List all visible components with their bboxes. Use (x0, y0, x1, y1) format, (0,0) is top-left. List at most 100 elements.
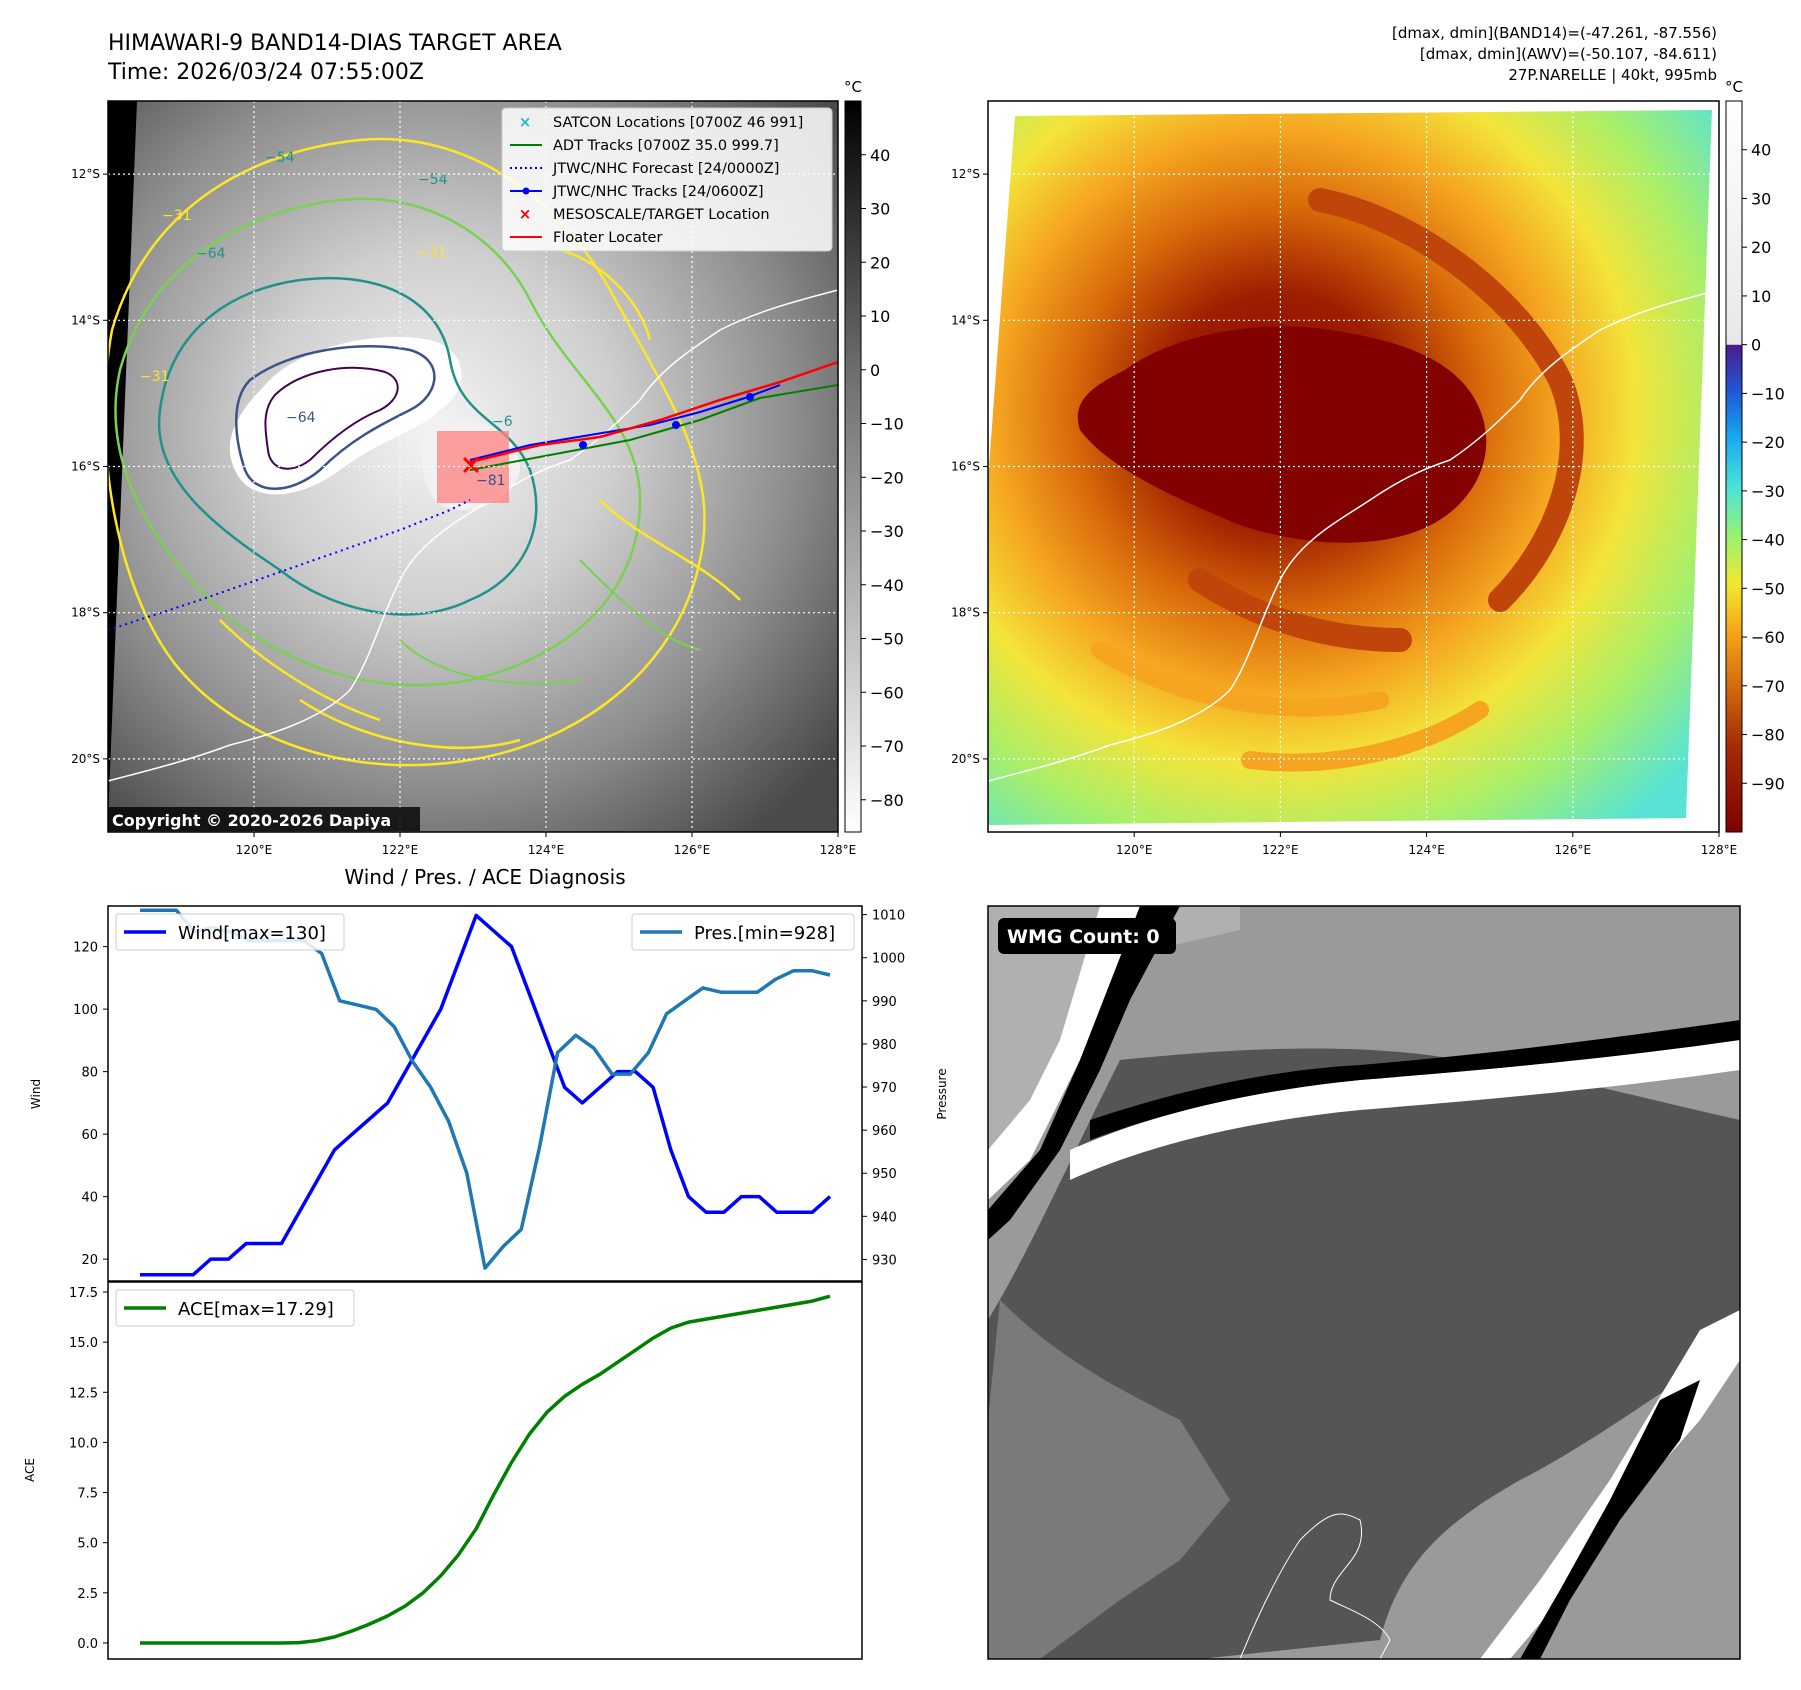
map-legend: × SATCON Locations [0700Z 46 991] ADT Trac… (501, 107, 833, 252)
lon-tick-label: 120°E (236, 843, 273, 857)
lat-tick-label: 18°S (951, 606, 980, 620)
ace-tick-label: 7.5 (77, 1487, 98, 1502)
pressure-axis-label: Pressure (935, 1068, 949, 1119)
contour-label: −64 (196, 246, 226, 262)
lat-tick-label: 14°S (71, 313, 100, 327)
legend-entry: Floater Locater (510, 230, 662, 246)
colorbar-tick-label: −10 (1751, 384, 1785, 403)
colorbar-tick-label: 0 (1751, 336, 1761, 355)
copyright-label: Copyright © 2020-2026 Dapiya (112, 811, 391, 830)
legend-label: ADT Tracks [0700Z 35.0 999.7] (553, 138, 779, 154)
ace-axis-label: ACE (23, 1458, 37, 1482)
wind-tick-label: 100 (73, 1003, 98, 1018)
wind-axis-label: Wind (29, 1079, 43, 1109)
ace-tick-label: 2.5 (77, 1587, 98, 1602)
map-ir-gray: −54 −54 −31 −64 −31 −31 −81 −64 −6 12°S 1… (71, 100, 857, 857)
legend-entry: × SATCON Locations [0700Z 46 991] (519, 113, 804, 131)
colorbar-tick-label: −50 (1751, 579, 1785, 598)
wind-series-line (140, 913, 832, 1277)
lon-tick-label: 126°E (674, 843, 711, 857)
colorbar-tick-label: 30 (1751, 189, 1771, 208)
contour-label: −54 (418, 172, 448, 188)
contour-label: −31 (140, 369, 170, 385)
lat-tick-label: 20°S (951, 752, 980, 766)
wind-tick-label: 60 (81, 1128, 98, 1143)
legend-entry: JTWC/NHC Forecast [24/0000Z] (510, 161, 779, 177)
colorbar-tick-label: −70 (1751, 677, 1785, 696)
wmg-panel: WMG Count: 0 (987, 905, 1741, 1660)
ace-tick-label: 17.5 (69, 1286, 98, 1301)
lon-tick-label: 122°E (382, 843, 419, 857)
wind-tick-label: 40 (81, 1191, 98, 1206)
lon-tick-label: 128°E (820, 843, 857, 857)
ace-tick-label: 15.0 (69, 1336, 98, 1351)
info-awv: [dmax, dmin](AWV)=(-50.107, -84.611) (1420, 45, 1717, 63)
contour-label: −54 (265, 150, 295, 166)
lon-tick-label: 128°E (1701, 843, 1738, 857)
colorbar-tick-label: −90 (1751, 774, 1785, 793)
lat-tick-label: 18°S (71, 606, 100, 620)
colorbar-color-unit: °C (1725, 78, 1743, 96)
wind-tick-label: 120 (73, 941, 98, 956)
wmg-count-label: WMG Count: 0 (1007, 926, 1160, 948)
legend-entry: ADT Tracks [0700Z 35.0 999.7] (510, 138, 779, 154)
lon-tick-label: 124°E (1408, 843, 1445, 857)
lon-tick-label: 122°E (1262, 843, 1299, 857)
ace-series-line (140, 1294, 831, 1645)
ace-tick-label: 5.0 (77, 1537, 98, 1552)
lat-tick-label: 20°S (71, 752, 100, 766)
pressure-tick-label: 990 (872, 995, 897, 1010)
colorbar-color: °C 40 30 20 10 0 −10 −20 −30 −40 −50 −60 −70 −80 −90 (1725, 78, 1785, 833)
lat-tick-label: 16°S (951, 460, 980, 474)
legend-label: JTWC/NHC Tracks [24/0600Z] (552, 184, 764, 200)
colorbar-gray-unit: °C (844, 78, 862, 96)
colorbar-tick-label: 10 (870, 307, 890, 326)
target-marker (462, 456, 480, 474)
wind-tick-label: 80 (81, 1066, 98, 1081)
legend-label: JTWC/NHC Forecast [24/0000Z] (552, 161, 779, 177)
pressure-tick-label: 980 (872, 1038, 897, 1053)
lon-tick-label: 126°E (1555, 843, 1592, 857)
ace-tick-label: 12.5 (69, 1386, 98, 1401)
figure-title: HIMAWARI-9 BAND14-DIAS TARGET AREA (108, 31, 562, 56)
colorbar-tick-label: 40 (870, 146, 890, 165)
lat-tick-label: 16°S (71, 460, 100, 474)
colorbar-tick-label: −60 (870, 683, 904, 702)
pressure-tick-label: 1000 (872, 952, 905, 967)
pressure-tick-label: 970 (872, 1081, 897, 1096)
pressure-tick-label: 960 (872, 1124, 897, 1139)
colorbar-tick-label: −40 (870, 576, 904, 595)
ace-chart: 0.0 2.5 5.0 7.5 10.0 12.5 15.0 17.5 ACE ACE[max… (23, 1281, 863, 1660)
legend-label: SATCON Locations [0700Z 46 991] (553, 115, 803, 131)
legend-label: Floater Locater (553, 230, 662, 246)
colorbar-tick-label: 30 (870, 200, 890, 219)
pressure-tick-label: 940 (872, 1210, 897, 1225)
contour-label: −6 (492, 414, 513, 430)
legend-entry: JTWC/NHC Tracks [24/0600Z] (510, 184, 764, 200)
colorbar-tick-label: −20 (870, 468, 904, 487)
wind-tick-label: 20 (81, 1253, 98, 1268)
wind-pressure-chart: 20 40 60 80 100 120 930 940 950 960 970 980 990 1000… (29, 905, 949, 1282)
colorbar-tick-label: −50 (870, 630, 904, 649)
map-ir-color: 12°S 14°S 16°S 18°S 20°S 120°E 122°E 124°E 126°… (951, 100, 1738, 857)
contour-label: −31 (162, 208, 192, 224)
lat-tick-label: 14°S (951, 313, 980, 327)
contour-label: −64 (286, 410, 316, 426)
colorbar-tick-label: −60 (1751, 628, 1785, 647)
pressure-legend: Pres.[min=928] (631, 913, 855, 951)
contour-label: −31 (417, 245, 447, 261)
pressure-legend-label: Pres.[min=928] (694, 923, 835, 944)
colorbar-tick-label: −80 (870, 791, 904, 810)
pressure-tick-label: 1010 (872, 909, 905, 924)
colorbar-tick-label: 40 (1751, 141, 1771, 160)
lat-tick-label: 12°S (951, 167, 980, 181)
ace-tick-label: 10.0 (69, 1436, 98, 1451)
colorbar-tick-label: −30 (1751, 482, 1785, 501)
colorbar-tick-label: 10 (1751, 287, 1771, 306)
pressure-tick-label: 930 (872, 1253, 897, 1268)
colorbar-tick-label: −10 (870, 415, 904, 434)
legend-label: MESOSCALE/TARGET Location (553, 207, 770, 223)
figure-time: Time: 2026/03/24 07:55:00Z (107, 60, 424, 85)
legend-entry: × MESOSCALE/TARGET Location (519, 205, 770, 223)
